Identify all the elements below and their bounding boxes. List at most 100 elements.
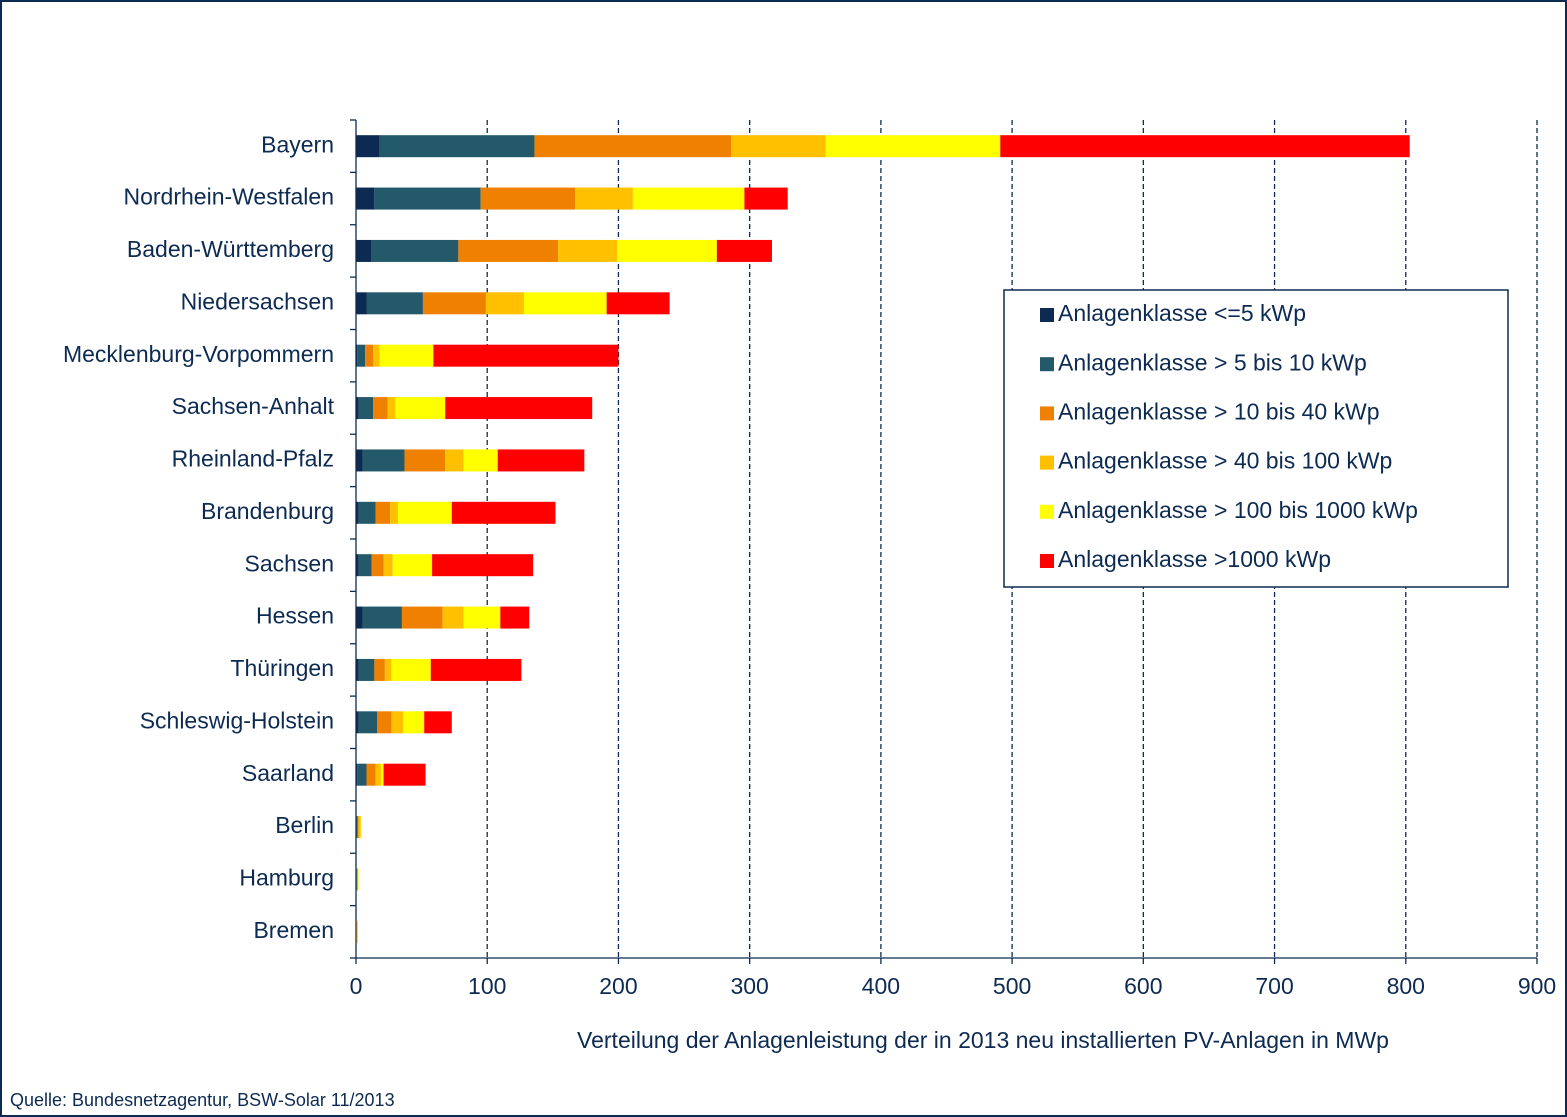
- bar-segment: [391, 711, 404, 734]
- bar-segment: [374, 187, 481, 210]
- x-tick-label: 400: [862, 973, 900, 999]
- legend-swatch: [1040, 406, 1054, 421]
- bar-segment: [357, 816, 359, 839]
- bar-segment: [575, 187, 633, 210]
- bar-segment: [558, 239, 618, 262]
- legend-label: Anlagenklasse > 10 bis 40 kWp: [1058, 398, 1380, 424]
- x-tick-label: 0: [350, 973, 363, 999]
- bar-segment: [358, 816, 361, 839]
- bar-segment: [357, 868, 359, 891]
- bar-segment: [358, 554, 372, 577]
- bar-segment: [445, 397, 593, 420]
- bar-segment: [500, 606, 530, 629]
- bar-segment: [358, 711, 377, 734]
- bar-segment: [387, 397, 396, 420]
- bar-segment: [356, 920, 358, 943]
- y-tick-label: Mecklenburg-Vorpommern: [63, 341, 334, 367]
- bar-segment: [357, 920, 358, 943]
- legend-label: Anlagenklasse > 100 bis 1000 kWp: [1058, 497, 1418, 523]
- y-tick-label: Bayern: [261, 131, 334, 157]
- y-tick-label: Thüringen: [230, 655, 334, 681]
- x-tick-label: 600: [1124, 973, 1162, 999]
- bar-segment: [458, 239, 559, 262]
- bar-segment: [534, 135, 732, 158]
- bar-segment: [523, 292, 607, 315]
- bar-segment: [356, 658, 359, 681]
- legend-box: [1003, 289, 1509, 588]
- bar-segment: [356, 711, 359, 734]
- bar-segment: [422, 292, 486, 315]
- bar-segment: [390, 501, 398, 524]
- bar-segment: [356, 868, 357, 891]
- legend-label: Anlagenklasse > 40 bis 100 kWp: [1058, 448, 1392, 474]
- y-tick-label: Baden-Württemberg: [127, 236, 334, 262]
- bar-segment: [356, 344, 358, 367]
- bar-segment: [445, 449, 464, 472]
- bar-segment: [356, 239, 372, 262]
- bar-segment: [432, 554, 534, 577]
- bar-segment: [397, 501, 452, 524]
- y-tick-label: Saarland: [242, 760, 334, 786]
- bar-segment: [356, 606, 363, 629]
- bar-segment: [365, 344, 374, 367]
- bar-segment: [374, 658, 385, 681]
- bar-segment: [366, 292, 423, 315]
- bar-segment: [356, 554, 359, 577]
- bar-segment: [424, 711, 452, 734]
- bar-segment: [362, 606, 402, 629]
- bar-segment: [617, 239, 717, 262]
- bar-segment: [442, 606, 464, 629]
- bar-segment: [375, 763, 381, 786]
- bar-segment: [375, 501, 391, 524]
- y-tick-label: Sachsen: [244, 550, 334, 576]
- bar-segment: [632, 187, 745, 210]
- x-tick-label: 200: [599, 973, 637, 999]
- y-tick-label: Berlin: [275, 812, 334, 838]
- bar-segment: [357, 344, 366, 367]
- x-tick-label: 500: [993, 973, 1031, 999]
- bar-segment: [356, 187, 375, 210]
- legend-swatch: [1040, 455, 1054, 470]
- bar-segment: [463, 449, 498, 472]
- bar-segment: [433, 344, 619, 367]
- bar-segment: [403, 711, 425, 734]
- bar-segment: [371, 239, 459, 262]
- bar-segment: [1000, 135, 1410, 158]
- bar-segment: [404, 449, 446, 472]
- bar-segment: [358, 658, 375, 681]
- bar-segment: [391, 658, 431, 681]
- bar-segment: [380, 763, 384, 786]
- bar-segment: [463, 606, 501, 629]
- bar-segment: [356, 292, 367, 315]
- y-tick-label: Sachsen-Anhalt: [172, 393, 335, 419]
- bar-segment: [373, 344, 380, 367]
- bar-segment: [356, 816, 358, 839]
- bar-segment: [825, 135, 1001, 158]
- x-tick-label: 100: [468, 973, 506, 999]
- x-axis-label: Verteilung der Anlagenleistung der in 20…: [577, 1027, 1389, 1053]
- bar-segment: [485, 292, 524, 315]
- bar-segment: [356, 135, 380, 158]
- bar-segment: [392, 554, 433, 577]
- bar-segment: [379, 135, 535, 158]
- y-tick-label: Schleswig-Holstein: [140, 707, 334, 733]
- bar-segment: [373, 397, 388, 420]
- legend-swatch: [1040, 357, 1054, 372]
- bar-segment: [451, 501, 556, 524]
- legend-swatch: [1040, 308, 1054, 322]
- source: Quelle: Bundesnetzagentur, BSW-Solar 11/…: [10, 1090, 395, 1110]
- y-tick-label: Niedersachsen: [181, 288, 334, 314]
- x-tick-label: 300: [730, 973, 768, 999]
- bar-segment: [356, 501, 359, 524]
- x-tick-label: 800: [1387, 973, 1425, 999]
- legend-label: Anlagenklasse > 5 bis 10 kWp: [1058, 349, 1367, 375]
- bar-segment: [356, 763, 358, 786]
- y-tick-label: Hamburg: [239, 865, 334, 891]
- bar-segment: [358, 501, 376, 524]
- legend-label: Anlagenklasse >1000 kWp: [1058, 546, 1331, 572]
- x-tick-label: 700: [1255, 973, 1293, 999]
- y-tick-label: Hessen: [256, 603, 334, 629]
- bar-segment: [358, 397, 374, 420]
- bar-segment: [480, 187, 576, 210]
